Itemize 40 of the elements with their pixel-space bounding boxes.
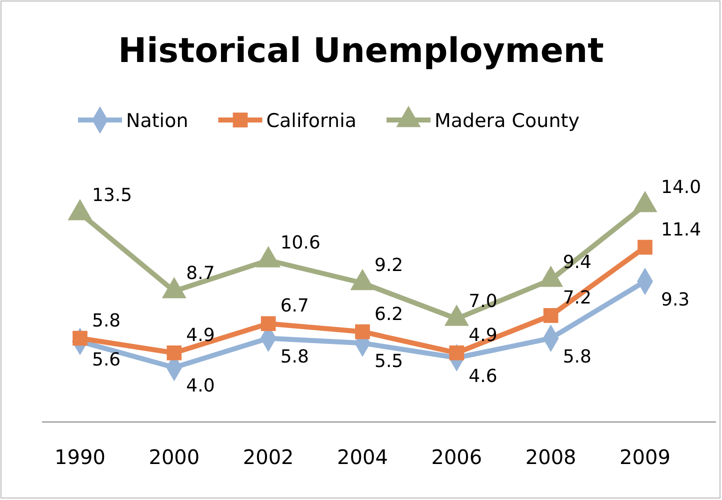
point — [72, 330, 88, 346]
point — [256, 246, 281, 268]
data-label: 6.2 — [374, 304, 404, 325]
data-label: 11.4 — [661, 219, 702, 240]
x-tick-label: 2004 — [337, 445, 388, 470]
point — [449, 345, 464, 360]
x-tick-label: 2002 — [242, 445, 294, 470]
point — [260, 316, 276, 332]
x-tick-label: 2009 — [620, 445, 670, 470]
data-label: 4.0 — [186, 376, 215, 396]
point — [355, 324, 370, 340]
data-label: 9.4 — [562, 252, 592, 273]
x-tick-label: 2008 — [525, 445, 576, 470]
data-label: 6.7 — [280, 296, 309, 317]
x-tick-label: 2006 — [431, 445, 482, 470]
data-label: 9.3 — [661, 289, 690, 310]
data-label: 5.8 — [92, 310, 121, 332]
data-label: 13.5 — [92, 185, 132, 206]
data-label: 10.6 — [280, 232, 320, 254]
data-label: 5.8 — [562, 346, 592, 368]
data-label: 7.0 — [468, 290, 498, 312]
data-label: 4.9 — [468, 324, 498, 346]
x-tick-label: 2000 — [148, 445, 200, 470]
data-label: 4.9 — [186, 324, 215, 346]
legend-label: Nation — [126, 110, 188, 132]
data-label: 8.7 — [186, 263, 215, 284]
point — [632, 190, 658, 212]
x-tick-label: 1990 — [54, 445, 106, 470]
data-label: 5.6 — [92, 350, 121, 370]
data-label: 5.5 — [374, 351, 404, 372]
data-label: 14.0 — [661, 177, 702, 198]
point — [543, 308, 558, 323]
legend-label: Madera County — [434, 110, 580, 132]
data-label: 4.6 — [468, 366, 498, 387]
chart-title: Historical Unemployment — [118, 31, 604, 71]
legend-label: California — [266, 110, 356, 132]
data-label: 5.8 — [280, 346, 309, 368]
point — [68, 198, 92, 220]
point — [166, 345, 182, 360]
data-label: 9.2 — [374, 255, 404, 276]
